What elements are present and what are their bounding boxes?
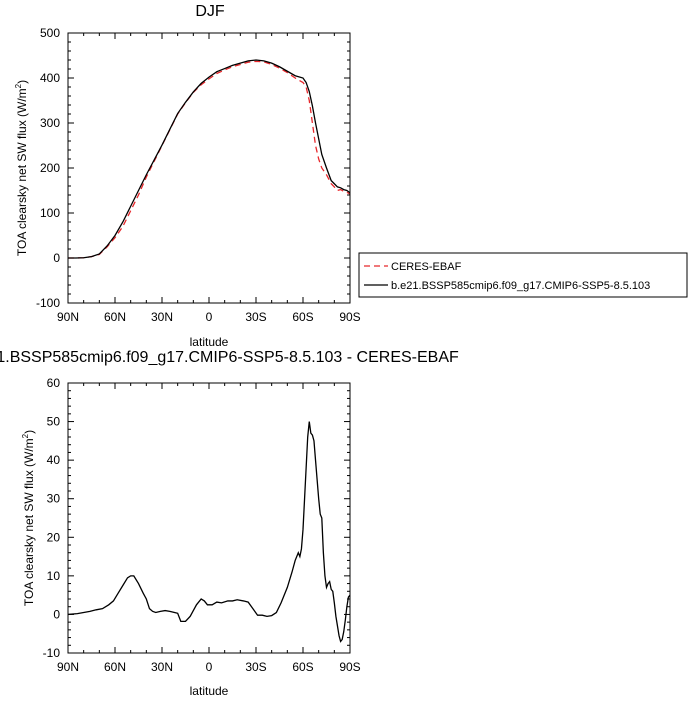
bottom-plot-area: 90N 60N 30N 0 30S 60S 90S -10 0 10 20 30 40 50 60: [43, 376, 361, 674]
bottom-x-tick-label: 90S: [339, 660, 360, 674]
top-x-axis-label: latitude: [190, 335, 229, 349]
bottom-x-tick-label: 30N: [151, 660, 173, 674]
top-y-axis-label: TOA clearsky net SW flux (W/m2): [14, 80, 29, 256]
bottom-y-axis-label-sup: 2: [21, 433, 30, 438]
bottom-x-tick-label: 60N: [104, 660, 126, 674]
legend-box: [358, 252, 688, 298]
bottom-y-axis-label: TOA clearsky net SW flux (W/m2): [21, 430, 36, 606]
top-y-tick-label: 500: [40, 26, 60, 40]
bottom-y-tick-label: 20: [47, 530, 61, 544]
bottom-panel: b.e21.BSSP585cmip6.f09_g17.CMIP6-SSP5-8.…: [0, 349, 459, 698]
top-series-line-1: [68, 59, 350, 259]
top-x-tick-label: 90S: [339, 310, 360, 324]
top-y-tick-label: 100: [40, 206, 60, 220]
legend-label-model: b.e21.BSSP585cmip6.f09_g17.CMIP6-SSP5-8.…: [391, 280, 650, 292]
top-x-tick-label: 30N: [151, 310, 173, 324]
top-plot-area: 90N 60N 30N 0 30S 60S 90S -100 0 100 200 300 400 500: [36, 26, 361, 324]
top-x-tick-label: 60N: [104, 310, 126, 324]
top-panel: DJF TOA clearsky net SW flux (W/m2) lati…: [14, 3, 688, 349]
top-x-tick-label: 60S: [292, 310, 313, 324]
top-y-axis-label-close: ): [15, 80, 29, 84]
top-y-axis-label-main: TOA clearsky net SW flux (W/m: [15, 88, 29, 256]
bottom-y-tick-label: 0: [53, 607, 60, 621]
bottom-y-tick-label: 60: [47, 376, 61, 390]
bottom-x-tick-label: 0: [206, 660, 213, 674]
top-series-line-0: [68, 60, 350, 259]
top-x-tick-label: 30S: [245, 310, 266, 324]
bottom-series-line-0: [68, 421, 350, 643]
bottom-y-tick-label: -10: [43, 646, 61, 660]
bottom-chart-title: b.e21.BSSP585cmip6.f09_g17.CMIP6-SSP5-8.…: [0, 349, 459, 366]
top-legend: CERES-EBAF b.e21.BSSP585cmip6.f09_g17.CM…: [358, 252, 688, 298]
top-y-tick-label: 300: [40, 116, 60, 130]
bottom-y-tick-label: 40: [47, 453, 61, 467]
top-x-tick-label: 90N: [57, 310, 79, 324]
top-y-tick-label: -100: [36, 296, 60, 310]
top-y-tick-label: 400: [40, 71, 60, 85]
bottom-plot-frame: [67, 382, 351, 654]
bottom-y-tick-label: 10: [47, 569, 61, 583]
top-y-tick-label: 200: [40, 161, 60, 175]
top-chart-title: DJF: [195, 3, 225, 20]
bottom-x-tick-label: 90N: [57, 660, 79, 674]
bottom-x-tick-label: 30S: [245, 660, 266, 674]
bottom-x-axis-label: latitude: [190, 684, 229, 698]
legend-label-ceres: CERES-EBAF: [391, 261, 462, 273]
bottom-x-tick-label: 60S: [292, 660, 313, 674]
top-y-tick-label: 0: [53, 251, 60, 265]
top-x-tick-label: 0: [206, 310, 213, 324]
top-plot-frame: [67, 32, 351, 304]
bottom-y-tick-label: 30: [47, 492, 61, 506]
bottom-y-axis-label-main: TOA clearsky net SW flux (W/m: [22, 438, 36, 606]
bottom-y-axis-label-close: ): [22, 430, 36, 434]
bottom-y-tick-label: 50: [47, 415, 61, 429]
top-y-axis-label-sup: 2: [14, 83, 23, 88]
